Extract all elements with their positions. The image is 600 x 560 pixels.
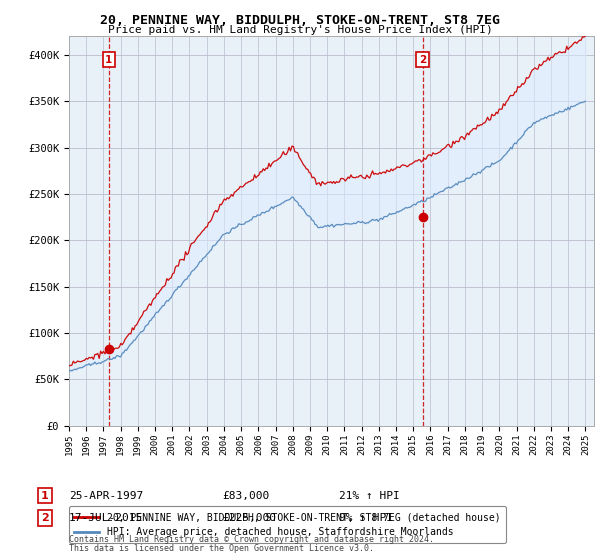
Text: 25-APR-1997: 25-APR-1997	[69, 491, 143, 501]
Legend: 20, PENNINE WAY, BIDDULPH, STOKE-ON-TRENT, ST8 7EG (detached house), HPI: Averag: 20, PENNINE WAY, BIDDULPH, STOKE-ON-TREN…	[68, 506, 506, 543]
Text: 2: 2	[419, 54, 426, 64]
Text: 2: 2	[41, 513, 49, 523]
Text: Price paid vs. HM Land Registry's House Price Index (HPI): Price paid vs. HM Land Registry's House …	[107, 25, 493, 35]
Text: This data is licensed under the Open Government Licence v3.0.: This data is licensed under the Open Gov…	[69, 544, 374, 553]
Text: 20, PENNINE WAY, BIDDULPH, STOKE-ON-TRENT, ST8 7EG: 20, PENNINE WAY, BIDDULPH, STOKE-ON-TREN…	[100, 14, 500, 27]
Text: 21% ↑ HPI: 21% ↑ HPI	[339, 491, 400, 501]
Text: 1: 1	[41, 491, 49, 501]
Text: 9% ↑ HPI: 9% ↑ HPI	[339, 513, 393, 523]
Text: 1: 1	[106, 54, 113, 64]
Text: £225,000: £225,000	[222, 513, 276, 523]
Text: Contains HM Land Registry data © Crown copyright and database right 2024.: Contains HM Land Registry data © Crown c…	[69, 535, 434, 544]
Text: 17-JUL-2015: 17-JUL-2015	[69, 513, 143, 523]
Text: £83,000: £83,000	[222, 491, 269, 501]
